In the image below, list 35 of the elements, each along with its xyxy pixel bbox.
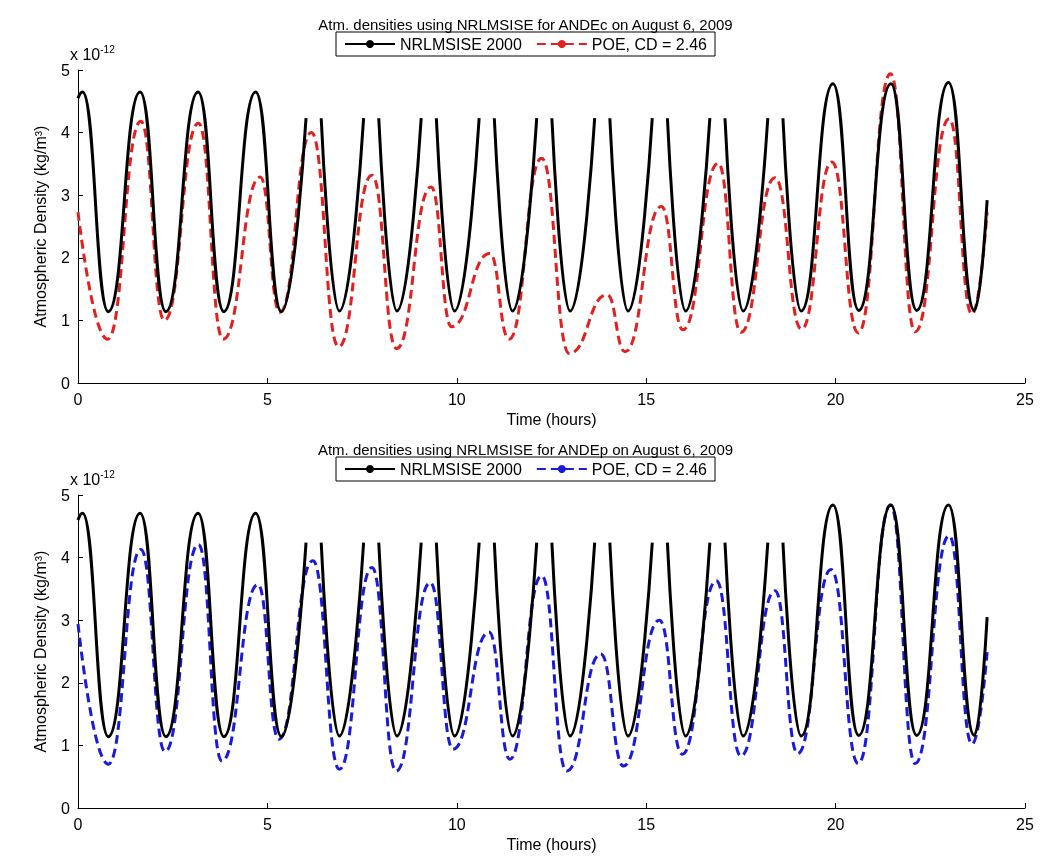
x-tick-label: 15 — [637, 390, 656, 408]
y-tick-label: 2 — [61, 249, 71, 267]
x-tick-label: 0 — [73, 390, 83, 408]
chart-title: Atm. densities using NRLMSISE for ANDEp on August 6, 2009 — [317, 441, 734, 458]
y-tick-label: 5 — [61, 486, 71, 504]
x-tick-label: 25 — [1016, 815, 1034, 833]
y-tick-label: 4 — [61, 124, 71, 142]
x-tick-label: 10 — [447, 815, 466, 833]
y-tick-label: 3 — [61, 611, 71, 629]
legend-label: NRLMSISE 2000 — [400, 35, 522, 53]
y-tick-label: 4 — [61, 549, 71, 567]
x-tick-label: 5 — [262, 390, 272, 408]
y-tick-label: 1 — [61, 311, 71, 329]
x-tick-label: 15 — [637, 815, 656, 833]
y-tick-label: 0 — [61, 799, 71, 817]
x-tick-label: 0 — [73, 815, 83, 833]
y-tick-label: 0 — [61, 374, 71, 392]
line-series — [76, 72, 989, 356]
legend-label: POE, CD = 2.46 — [591, 460, 708, 478]
y-tick-label: 3 — [61, 186, 71, 204]
x-tick-label: 5 — [262, 815, 272, 833]
x-axis-title: Time (hours) — [506, 411, 597, 429]
x-tick-label: 20 — [826, 815, 845, 833]
chart-title: Atm. densities using NRLMSISE for ANDEc on August 6, 2009 — [318, 16, 733, 33]
y-tick-label: 2 — [61, 674, 71, 692]
y-axis-title: Atmospheric Density (kg/m³) — [31, 125, 49, 328]
x-axis-title: Time (hours) — [506, 836, 597, 854]
x-tick-label: 10 — [447, 390, 466, 408]
x-tick-label: 25 — [1016, 390, 1034, 408]
y-tick-label: 5 — [61, 61, 71, 79]
y-axis-title: Atmospheric Density (kg/m³) — [31, 550, 49, 753]
legend-label: POE, CD = 2.46 — [591, 35, 708, 53]
y-tick-label: 1 — [61, 736, 71, 754]
legend-label: NRLMSISE 2000 — [400, 460, 522, 478]
x-tick-label: 20 — [826, 390, 845, 408]
